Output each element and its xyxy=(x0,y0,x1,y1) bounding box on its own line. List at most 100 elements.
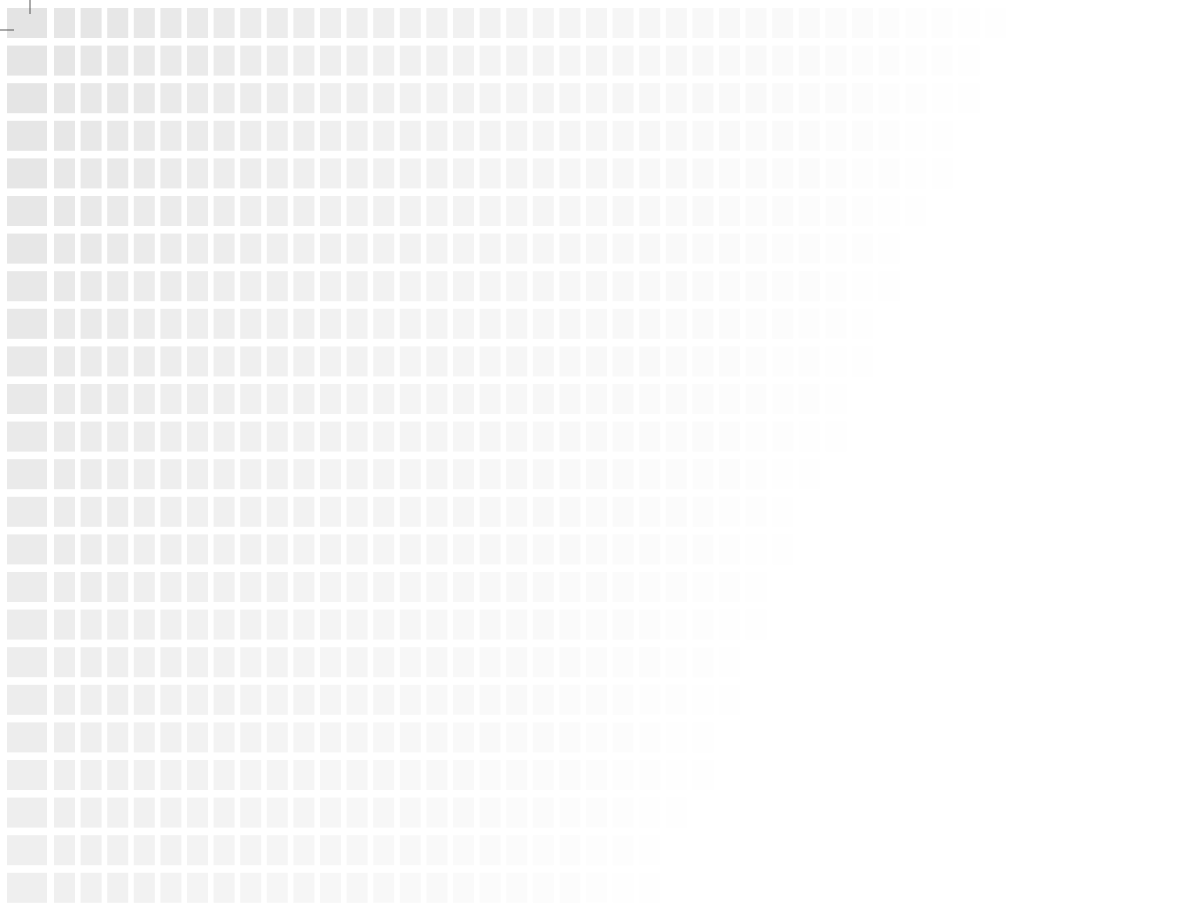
tile xyxy=(399,797,421,828)
tile xyxy=(905,196,927,226)
tile xyxy=(1118,760,1139,790)
tile xyxy=(772,271,794,302)
tile xyxy=(825,196,847,226)
tile xyxy=(905,760,927,790)
tile xyxy=(1011,158,1033,189)
tile xyxy=(559,534,581,565)
tile xyxy=(320,722,341,753)
tile xyxy=(320,684,341,715)
tile xyxy=(399,722,421,753)
tile xyxy=(825,609,847,640)
tile xyxy=(1171,196,1190,226)
tile xyxy=(852,459,873,490)
tile xyxy=(719,647,740,678)
tile xyxy=(1171,384,1190,414)
tile xyxy=(665,8,687,38)
tile xyxy=(1118,271,1139,302)
tile-grid xyxy=(7,8,1190,903)
tile xyxy=(479,45,501,76)
tile xyxy=(320,797,341,828)
tile xyxy=(958,872,980,903)
tile xyxy=(54,346,75,377)
tile xyxy=(798,684,820,715)
tile xyxy=(213,158,235,189)
tile xyxy=(931,684,953,715)
tile xyxy=(852,572,873,602)
tile xyxy=(852,760,873,790)
tile xyxy=(1171,459,1190,490)
tile xyxy=(532,496,554,527)
tile xyxy=(825,872,847,903)
tile xyxy=(958,421,980,452)
tile xyxy=(1144,760,1166,790)
tile xyxy=(453,120,474,151)
tile xyxy=(213,835,235,866)
tile xyxy=(931,384,953,414)
tile xyxy=(373,233,395,264)
tile xyxy=(187,797,208,828)
tile xyxy=(639,609,661,640)
tile xyxy=(1144,459,1166,490)
tile xyxy=(293,647,315,678)
tile xyxy=(586,496,607,527)
tile xyxy=(7,346,47,377)
tile xyxy=(586,8,607,38)
tile xyxy=(665,722,687,753)
tile xyxy=(745,233,767,264)
tile xyxy=(213,196,235,226)
tile xyxy=(958,760,980,790)
tile xyxy=(373,760,395,790)
tile xyxy=(1171,797,1190,828)
tile xyxy=(160,384,182,414)
tile xyxy=(399,496,421,527)
tile xyxy=(1038,609,1060,640)
tile xyxy=(958,835,980,866)
tile xyxy=(1144,45,1166,76)
tile xyxy=(240,8,262,38)
tile xyxy=(665,760,687,790)
tile xyxy=(852,83,873,114)
tile xyxy=(559,158,581,189)
tile xyxy=(453,835,474,866)
tile xyxy=(612,572,634,602)
tile xyxy=(665,233,687,264)
tile xyxy=(665,684,687,715)
tile xyxy=(426,609,448,640)
tile xyxy=(825,797,847,828)
tile xyxy=(453,496,474,527)
tile xyxy=(7,835,47,866)
tile xyxy=(240,346,262,377)
tile xyxy=(1064,684,1086,715)
tile xyxy=(54,534,75,565)
tile xyxy=(905,346,927,377)
tile xyxy=(187,346,208,377)
tile xyxy=(692,496,714,527)
tile xyxy=(320,572,341,602)
tile xyxy=(1038,45,1060,76)
tile xyxy=(532,233,554,264)
tile xyxy=(798,459,820,490)
tile xyxy=(133,684,155,715)
tile xyxy=(985,760,1006,790)
tile xyxy=(293,83,315,114)
tile xyxy=(160,797,182,828)
tile xyxy=(1038,308,1060,339)
tile xyxy=(187,459,208,490)
tile xyxy=(1171,8,1190,38)
tile xyxy=(639,271,661,302)
tile xyxy=(506,233,528,264)
tile xyxy=(399,760,421,790)
tile xyxy=(426,8,448,38)
tile xyxy=(878,308,900,339)
tile xyxy=(719,196,740,226)
tile xyxy=(240,572,262,602)
tile xyxy=(240,684,262,715)
tile xyxy=(506,609,528,640)
tile xyxy=(985,308,1006,339)
tile xyxy=(479,647,501,678)
tile xyxy=(506,797,528,828)
tile xyxy=(639,459,661,490)
tile xyxy=(133,271,155,302)
tile xyxy=(1171,572,1190,602)
tile xyxy=(293,271,315,302)
